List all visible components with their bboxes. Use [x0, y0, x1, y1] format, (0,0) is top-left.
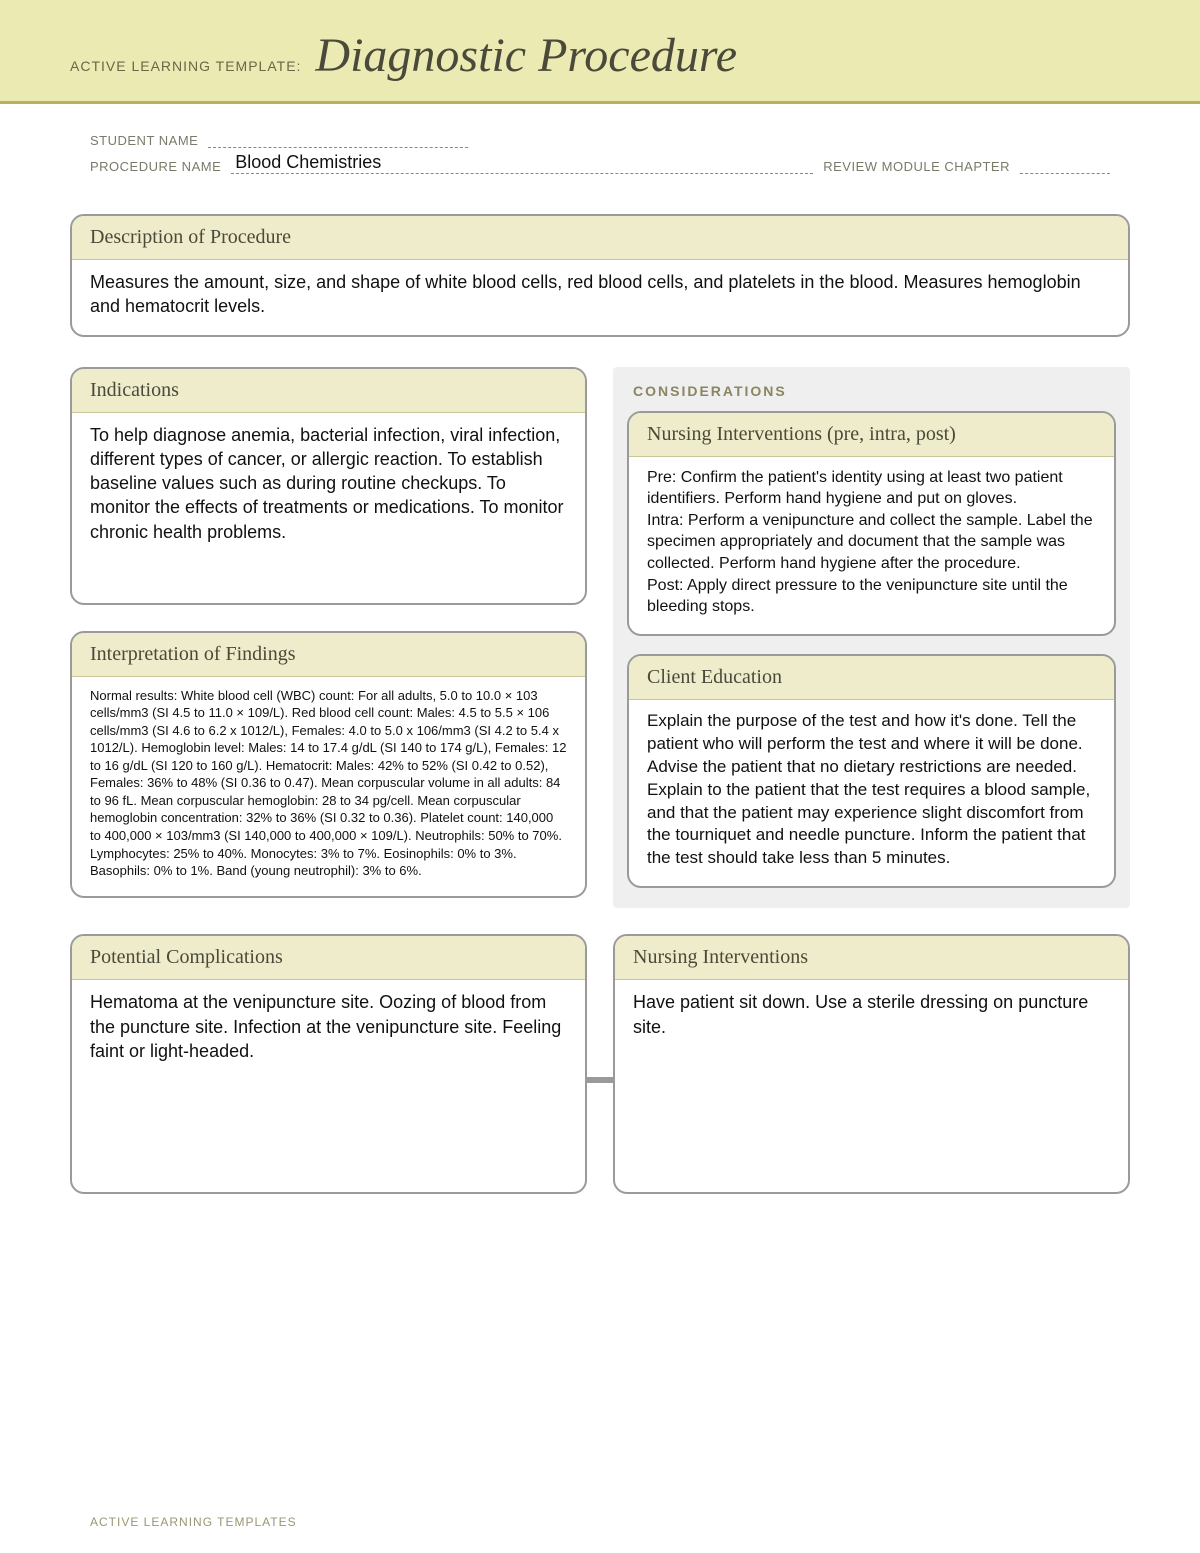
- right-column: CONSIDERATIONS Nursing Interventions (pr…: [613, 367, 1130, 909]
- description-card: Description of Procedure Measures the am…: [70, 214, 1130, 337]
- student-name-field[interactable]: [208, 132, 468, 148]
- nursing-interventions-title: Nursing Interventions: [615, 936, 1128, 980]
- indications-card: Indications To help diagnose anemia, bac…: [70, 367, 587, 605]
- nursing-pre-card: Nursing Interventions (pre, intra, post)…: [627, 411, 1116, 636]
- student-name-row: STUDENT NAME: [90, 132, 1110, 148]
- procedure-name-label: PROCEDURE NAME: [90, 159, 221, 174]
- header-line: ACTIVE LEARNING TEMPLATE: Diagnostic Pro…: [70, 28, 1130, 83]
- nursing-pre-body: Pre: Confirm the patient's identity usin…: [629, 457, 1114, 634]
- header-title: Diagnostic Procedure: [315, 28, 737, 83]
- considerations-panel: CONSIDERATIONS Nursing Interventions (pr…: [613, 367, 1130, 909]
- procedure-name-value: Blood Chemistries: [235, 152, 381, 173]
- client-ed-card: Client Education Explain the purpose of …: [627, 654, 1116, 889]
- description-body: Measures the amount, size, and shape of …: [72, 260, 1128, 335]
- review-chapter-field[interactable]: [1020, 158, 1110, 174]
- description-title: Description of Procedure: [72, 216, 1128, 260]
- procedure-name-field[interactable]: Blood Chemistries: [231, 158, 813, 174]
- nursing-interventions-body: Have patient sit down. Use a sterile dre…: [615, 980, 1128, 1055]
- findings-title: Interpretation of Findings: [72, 633, 585, 677]
- meta-block: STUDENT NAME PROCEDURE NAME Blood Chemis…: [0, 104, 1200, 184]
- indications-body: To help diagnose anemia, bacterial infec…: [72, 413, 585, 603]
- nursing-interventions-card: Nursing Interventions Have patient sit d…: [613, 934, 1130, 1194]
- header-prefix: ACTIVE LEARNING TEMPLATE:: [70, 58, 301, 74]
- findings-body: Normal results: White blood cell (WBC) c…: [72, 677, 585, 896]
- client-ed-title: Client Education: [629, 656, 1114, 700]
- client-ed-body: Explain the purpose of the test and how …: [629, 700, 1114, 887]
- bottom-row: Potential Complications Hematoma at the …: [70, 934, 1130, 1194]
- connector-line: [587, 934, 613, 1194]
- header-band: ACTIVE LEARNING TEMPLATE: Diagnostic Pro…: [0, 0, 1200, 104]
- page: ACTIVE LEARNING TEMPLATE: Diagnostic Pro…: [0, 0, 1200, 1553]
- findings-card: Interpretation of Findings Normal result…: [70, 631, 587, 898]
- left-column: Indications To help diagnose anemia, bac…: [70, 367, 587, 909]
- complications-body: Hematoma at the venipuncture site. Oozin…: [72, 980, 585, 1079]
- student-name-label: STUDENT NAME: [90, 133, 198, 148]
- complications-title: Potential Complications: [72, 936, 585, 980]
- considerations-label: CONSIDERATIONS: [633, 383, 1116, 399]
- content: Description of Procedure Measures the am…: [0, 184, 1200, 1204]
- indications-title: Indications: [72, 369, 585, 413]
- two-column-region: Indications To help diagnose anemia, bac…: [70, 367, 1130, 909]
- complications-card: Potential Complications Hematoma at the …: [70, 934, 587, 1194]
- nursing-pre-title: Nursing Interventions (pre, intra, post): [629, 413, 1114, 457]
- footer-label: ACTIVE LEARNING TEMPLATES: [90, 1515, 297, 1529]
- review-chapter-label: REVIEW MODULE CHAPTER: [823, 159, 1010, 174]
- procedure-row: PROCEDURE NAME Blood Chemistries REVIEW …: [90, 158, 1110, 174]
